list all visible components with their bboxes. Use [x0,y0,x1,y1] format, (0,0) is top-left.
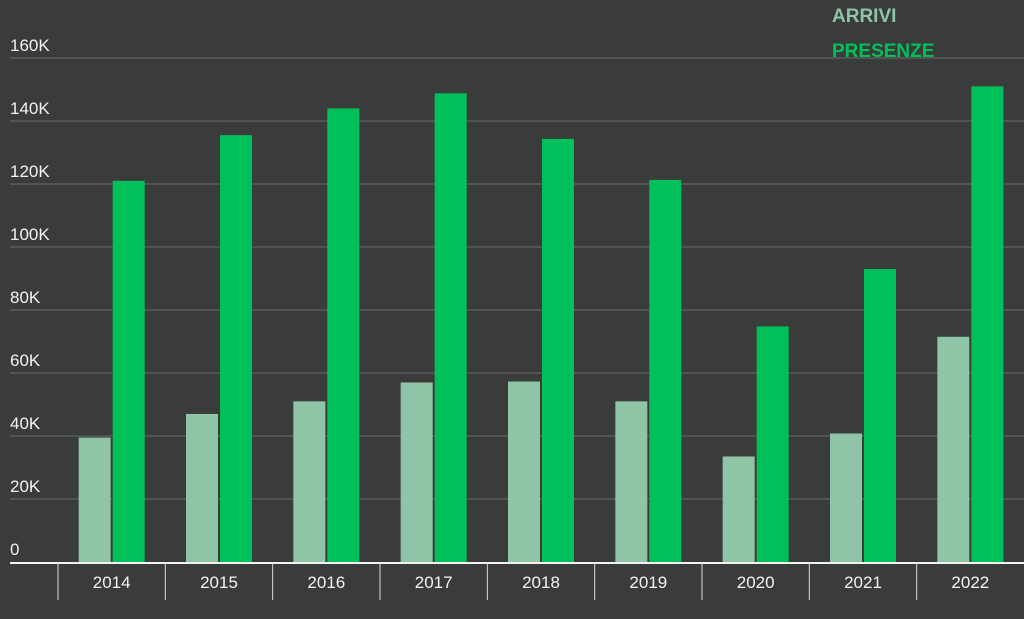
gridlines [10,57,1024,500]
y-tick-label: 100K [10,225,50,244]
x-tick-label: 2017 [415,573,453,592]
bar-arrivi-2020 [722,456,755,562]
bar-arrivi-2017 [400,382,433,562]
x-tick-label: 2016 [307,573,345,592]
y-tick-label: 80K [10,288,41,307]
y-tick-label: 40K [10,414,41,433]
bar-arrivi-2022 [937,336,970,562]
y-tick-label: 20K [10,477,41,496]
y-tick-label: 120K [10,162,50,181]
bars [78,86,1004,563]
bar-presenze-2017 [434,93,467,562]
bar-arrivi-2014 [78,437,111,562]
x-tick-label: 2022 [951,573,989,592]
bar-presenze-2014 [112,180,145,562]
bar-arrivi-2016 [293,401,326,562]
y-tick-label: 60K [10,351,41,370]
bar-presenze-2019 [649,179,682,562]
x-tick-label: 2020 [737,573,775,592]
x-tick-label: 2015 [200,573,238,592]
bar-arrivi-2018 [508,381,540,562]
bar-presenze-2015 [220,135,252,563]
bar-arrivi-2021 [830,433,862,562]
x-tick-label: 2014 [93,573,131,592]
y-tick-label: 160K [10,36,50,55]
bar-presenze-2020 [756,326,789,562]
bar-presenze-2021 [864,269,896,562]
bar-arrivi-2019 [615,401,648,562]
legend-item-arrivi: ARRIVI [832,6,896,27]
x-tick-label: 2021 [844,573,882,592]
bar-presenze-2022 [971,86,1004,562]
y-tick-label: 0 [10,540,19,559]
legend: ARRIVI PRESENZE [832,6,934,62]
bar-presenze-2016 [327,108,360,563]
x-tick-label: 2019 [629,573,667,592]
legend-item-presenze: PRESENZE [832,41,934,62]
bar-presenze-2018 [542,138,574,562]
x-tick-label: 2018 [522,573,560,592]
axes: 0 20K 40K 60K 80K 100K 120K 140K 160K 2014 2015 201… [10,36,1024,600]
y-tick-label: 140K [10,99,50,118]
bar-arrivi-2015 [186,413,218,562]
